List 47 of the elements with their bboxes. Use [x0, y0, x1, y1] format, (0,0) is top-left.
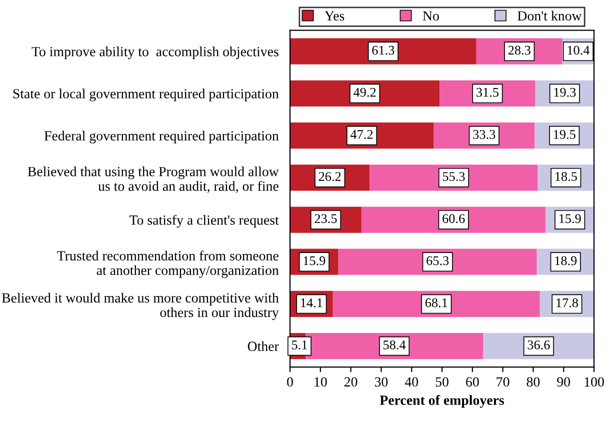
data-label: 17.8	[556, 298, 578, 308]
data-label: 58.4	[384, 340, 406, 350]
y-tick-label: To improve ability to accomplish objectives	[32, 46, 278, 60]
data-label: 18.5	[556, 172, 577, 182]
data-label: 28.3	[508, 46, 530, 55]
x-tick-label: 100	[584, 377, 604, 387]
data-label: 55.3	[442, 172, 465, 182]
y-tick-label: Believed that using the Program would allow us to avoid an audit, raid, or fine	[28, 166, 279, 193]
x-tick-label: 60	[466, 377, 479, 387]
y-tick-label: Believed it would make us more competitive with others in our industry	[2, 292, 279, 320]
data-label: 19.5	[554, 130, 576, 139]
data-label: 61.3	[372, 46, 394, 55]
legend-label: No	[422, 11, 439, 21]
legend-label: Don't know	[518, 10, 582, 21]
legend-label: Yes	[324, 11, 344, 21]
x-tick-label: 70	[496, 377, 510, 387]
data-label: 31.5	[476, 88, 498, 97]
y-tick-label: Other	[248, 341, 279, 352]
data-label: 23.5	[314, 214, 337, 224]
x-tick-label: 0	[287, 377, 293, 387]
data-label: 15.9	[559, 214, 581, 224]
data-label: 5.1	[292, 340, 307, 350]
y-tick-label: State or local government required participation	[13, 88, 279, 102]
data-label: 60.6	[442, 214, 465, 224]
data-label: 49.2	[354, 88, 376, 97]
data-label: 65.3	[426, 256, 449, 266]
data-label: 36.6	[528, 340, 550, 350]
x-tick-label: 40	[404, 377, 418, 387]
data-label: 33.3	[473, 130, 496, 139]
x-axis-title: Percent of employers	[380, 394, 504, 408]
y-tick-label: To satisfy a client's request	[130, 214, 279, 228]
data-label: 10.4	[568, 46, 590, 55]
x-tick-label: 80	[526, 377, 540, 387]
x-tick-label: 10	[314, 377, 327, 387]
data-label: 26.2	[318, 172, 341, 182]
data-label: 15.9	[304, 256, 326, 266]
y-tick-label: Federal government required participation	[44, 130, 279, 144]
x-tick-label: 50	[436, 377, 448, 387]
data-label: 14.1	[301, 298, 322, 308]
x-tick-label: 30	[374, 377, 388, 387]
data-label: 47.2	[350, 130, 373, 139]
y-tick-label: Trusted recommendation from someone at another company/organization	[57, 250, 279, 278]
x-tick-label: 20	[344, 377, 358, 387]
x-tick-label: 90	[557, 377, 570, 387]
data-label: 19.3	[554, 88, 576, 97]
data-label: 18.9	[555, 256, 577, 266]
data-label: 68.1	[425, 298, 448, 308]
